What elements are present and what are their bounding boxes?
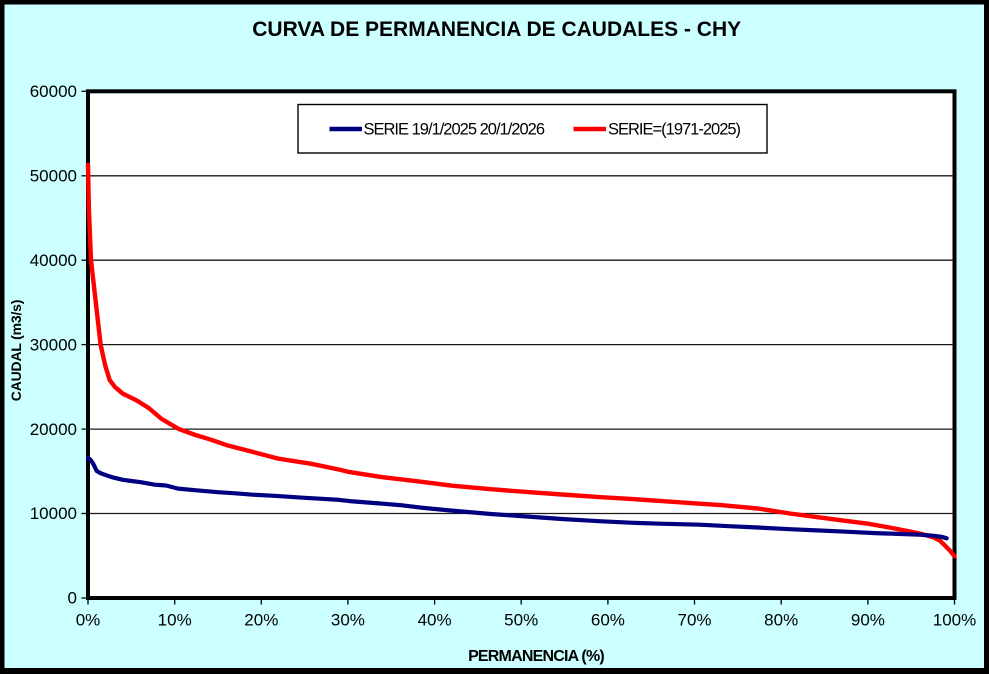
svg-text:60000: 60000	[30, 82, 77, 101]
svg-text:CAUDAL (m3/s): CAUDAL (m3/s)	[8, 300, 24, 401]
svg-text:0%: 0%	[76, 611, 101, 630]
svg-text:PERMANENCIA (%): PERMANENCIA (%)	[468, 648, 604, 665]
svg-text:60%: 60%	[591, 611, 625, 630]
svg-text:10%: 10%	[158, 611, 192, 630]
svg-text:50%: 50%	[504, 611, 538, 630]
svg-text:100%: 100%	[933, 611, 976, 630]
svg-text:80%: 80%	[764, 611, 798, 630]
svg-text:30%: 30%	[331, 611, 365, 630]
svg-text:CURVA DE PERMANENCIA DE CAUDAL: CURVA DE PERMANENCIA DE CAUDALES - CHY	[252, 18, 741, 41]
svg-text:0: 0	[68, 589, 77, 608]
svg-text:20000: 20000	[30, 420, 77, 439]
svg-text:50000: 50000	[30, 166, 77, 185]
svg-text:70%: 70%	[677, 611, 711, 630]
svg-text:SERIE 19/1/2025 20/1/2026: SERIE 19/1/2025 20/1/2026	[364, 120, 545, 138]
svg-text:40%: 40%	[418, 611, 452, 630]
svg-text:10000: 10000	[30, 504, 77, 523]
svg-text:SERIE=(1971-2025): SERIE=(1971-2025)	[608, 120, 741, 138]
svg-text:30000: 30000	[30, 335, 77, 354]
svg-text:90%: 90%	[851, 611, 885, 630]
svg-text:20%: 20%	[244, 611, 278, 630]
svg-text:40000: 40000	[30, 251, 77, 270]
